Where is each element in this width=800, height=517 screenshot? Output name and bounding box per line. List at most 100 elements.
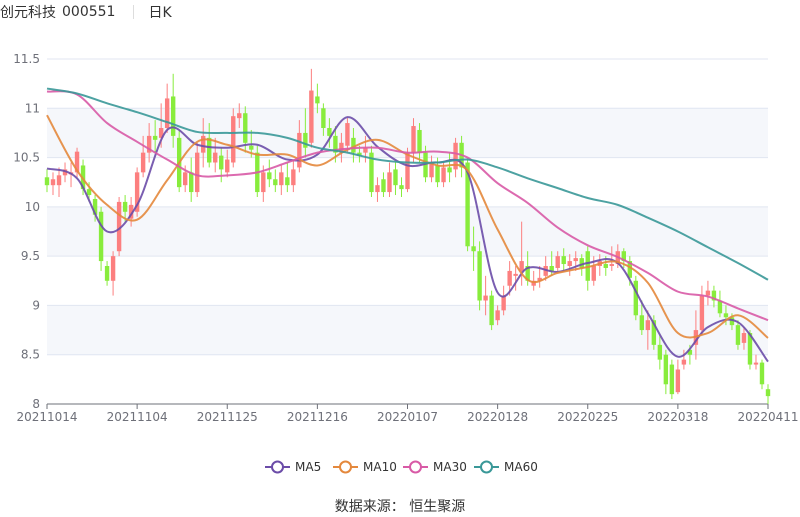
candle-body — [56, 175, 62, 186]
candle — [705, 280, 711, 306]
candle — [98, 206, 104, 271]
x-tick-label: 20220128 — [467, 410, 528, 424]
candle-body — [465, 162, 470, 247]
y-tick-label: 11.5 — [13, 52, 40, 66]
legend-label: MA5 — [295, 460, 321, 474]
candle — [531, 270, 536, 291]
candle — [543, 256, 548, 281]
candle-body — [735, 325, 741, 345]
period-label[interactable]: 日K — [148, 5, 172, 21]
candle-body — [765, 389, 771, 397]
legend-item-ma10[interactable]: MA10 — [333, 460, 397, 474]
legend-item-ma60[interactable]: MA60 — [474, 460, 538, 474]
candle — [291, 159, 296, 193]
grid-band — [47, 206, 768, 257]
ma-line-ma5 — [46, 116, 769, 363]
candle-body — [225, 159, 230, 173]
candle-body — [327, 128, 332, 136]
header-divider — [133, 5, 135, 19]
candle — [110, 251, 116, 296]
candle-body — [471, 246, 476, 252]
candle — [345, 118, 350, 153]
candle-body — [405, 152, 410, 190]
candle-body — [561, 256, 566, 265]
candle — [104, 261, 110, 286]
candle — [225, 149, 230, 178]
candle — [207, 123, 212, 168]
candle-body — [447, 167, 452, 173]
candle — [279, 165, 284, 196]
legend-marker-icon — [480, 460, 493, 474]
candle — [429, 155, 434, 183]
candle — [537, 266, 542, 288]
candle-body — [639, 315, 645, 331]
candle — [128, 197, 134, 227]
candle-body — [152, 135, 158, 140]
ma-line-ma60 — [46, 87, 769, 281]
candle-body — [489, 295, 494, 326]
candle-body — [381, 179, 386, 193]
legend-item-ma30[interactable]: MA30 — [403, 460, 467, 474]
candle — [309, 68, 314, 148]
candle — [92, 195, 98, 222]
y-tick-label: 9.5 — [21, 249, 40, 263]
candle-body — [717, 300, 723, 314]
candle-body — [759, 362, 765, 385]
candle-body — [681, 359, 687, 365]
legend-item-ma5[interactable]: MA5 — [265, 460, 321, 474]
candle — [753, 354, 759, 370]
candle-body — [44, 177, 50, 186]
y-tick-label: 8 — [32, 397, 40, 411]
candle — [315, 83, 320, 114]
candle — [122, 195, 128, 222]
candle-body — [387, 172, 392, 193]
candle-body — [231, 116, 236, 163]
candle-body — [351, 137, 356, 153]
candle — [321, 103, 326, 136]
candle-body — [243, 113, 248, 143]
candle-body — [573, 258, 578, 262]
candle-body — [261, 172, 266, 193]
candle — [56, 167, 62, 197]
candle — [375, 177, 380, 202]
candle — [164, 83, 170, 133]
x-tick-label: 20220411 — [737, 410, 798, 424]
candle-body — [747, 333, 753, 365]
candle-body — [104, 266, 110, 281]
candle-body — [207, 137, 212, 163]
candle — [152, 120, 158, 153]
candle-body — [50, 179, 56, 186]
candle — [609, 246, 614, 271]
candle-body — [273, 179, 278, 186]
candle — [717, 290, 723, 318]
candle-body — [189, 172, 194, 193]
candle-body — [357, 152, 362, 156]
candle-body — [609, 264, 614, 266]
x-tick-label: 20211104 — [107, 410, 168, 424]
candle — [267, 159, 272, 188]
candle-body — [429, 162, 434, 178]
legend-label: MA30 — [433, 460, 467, 474]
candle — [699, 285, 705, 335]
legend-label: MA10 — [363, 460, 397, 474]
candle-body — [213, 152, 218, 163]
y-tick-label: 8.5 — [21, 348, 40, 362]
candle — [189, 157, 194, 202]
candle — [417, 123, 422, 163]
candle-body — [729, 317, 735, 326]
candle — [471, 226, 476, 271]
candle-body — [411, 126, 416, 153]
candle — [74, 147, 80, 178]
candle-body — [663, 354, 669, 385]
candle — [489, 290, 494, 331]
candle-body — [603, 264, 608, 268]
candle — [363, 135, 368, 163]
candle-body — [669, 364, 675, 395]
candle-body — [753, 362, 759, 365]
candle — [351, 128, 356, 163]
candle-body — [495, 310, 500, 321]
candle-body — [627, 261, 633, 278]
candle — [140, 135, 146, 178]
candle — [411, 118, 416, 163]
candle-body — [195, 152, 200, 193]
